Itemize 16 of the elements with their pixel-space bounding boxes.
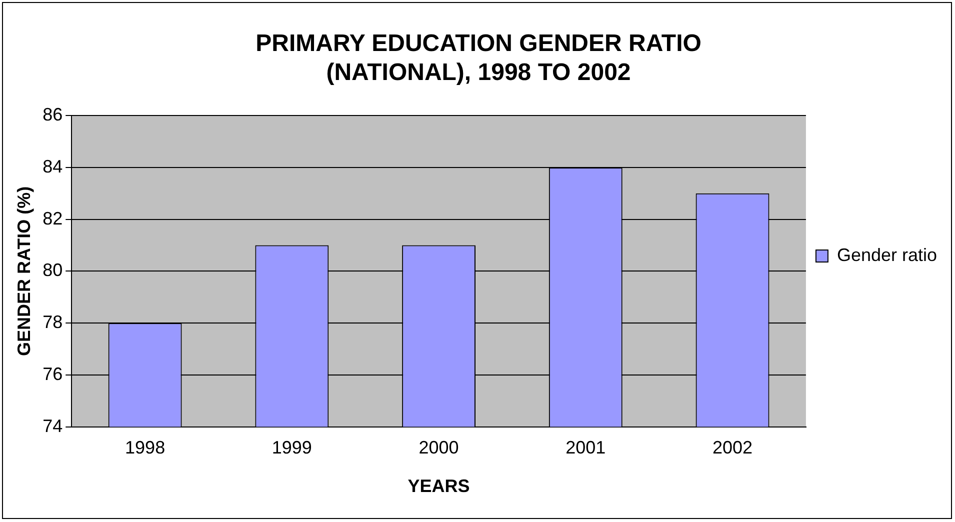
x-tick-label: 2000 bbox=[418, 438, 459, 458]
y-tick-label: 78 bbox=[42, 312, 63, 332]
x-tick-label: 1998 bbox=[125, 438, 166, 458]
x-axis-title: YEARS bbox=[408, 476, 470, 496]
legend-label: Gender ratio bbox=[836, 244, 938, 265]
y-tick-label: 86 bbox=[42, 104, 63, 125]
y-tick-label: 74 bbox=[42, 416, 63, 436]
y-tick-label: 76 bbox=[42, 364, 63, 384]
x-tick-label: 2001 bbox=[566, 438, 606, 458]
y-axis-title: GENDER RATIO (%) bbox=[14, 186, 34, 356]
y-tick-label: 84 bbox=[42, 156, 63, 176]
y-tick-label: 80 bbox=[42, 260, 63, 280]
chart-title: PRIMARY EDUCATION GENDER RATIO (NATIONAL), 1998 TO 2002 bbox=[256, 30, 702, 86]
x-tick-label: 1999 bbox=[272, 438, 312, 458]
x-tick-label: 2002 bbox=[712, 438, 753, 458]
y-tick-label: 82 bbox=[42, 208, 63, 228]
